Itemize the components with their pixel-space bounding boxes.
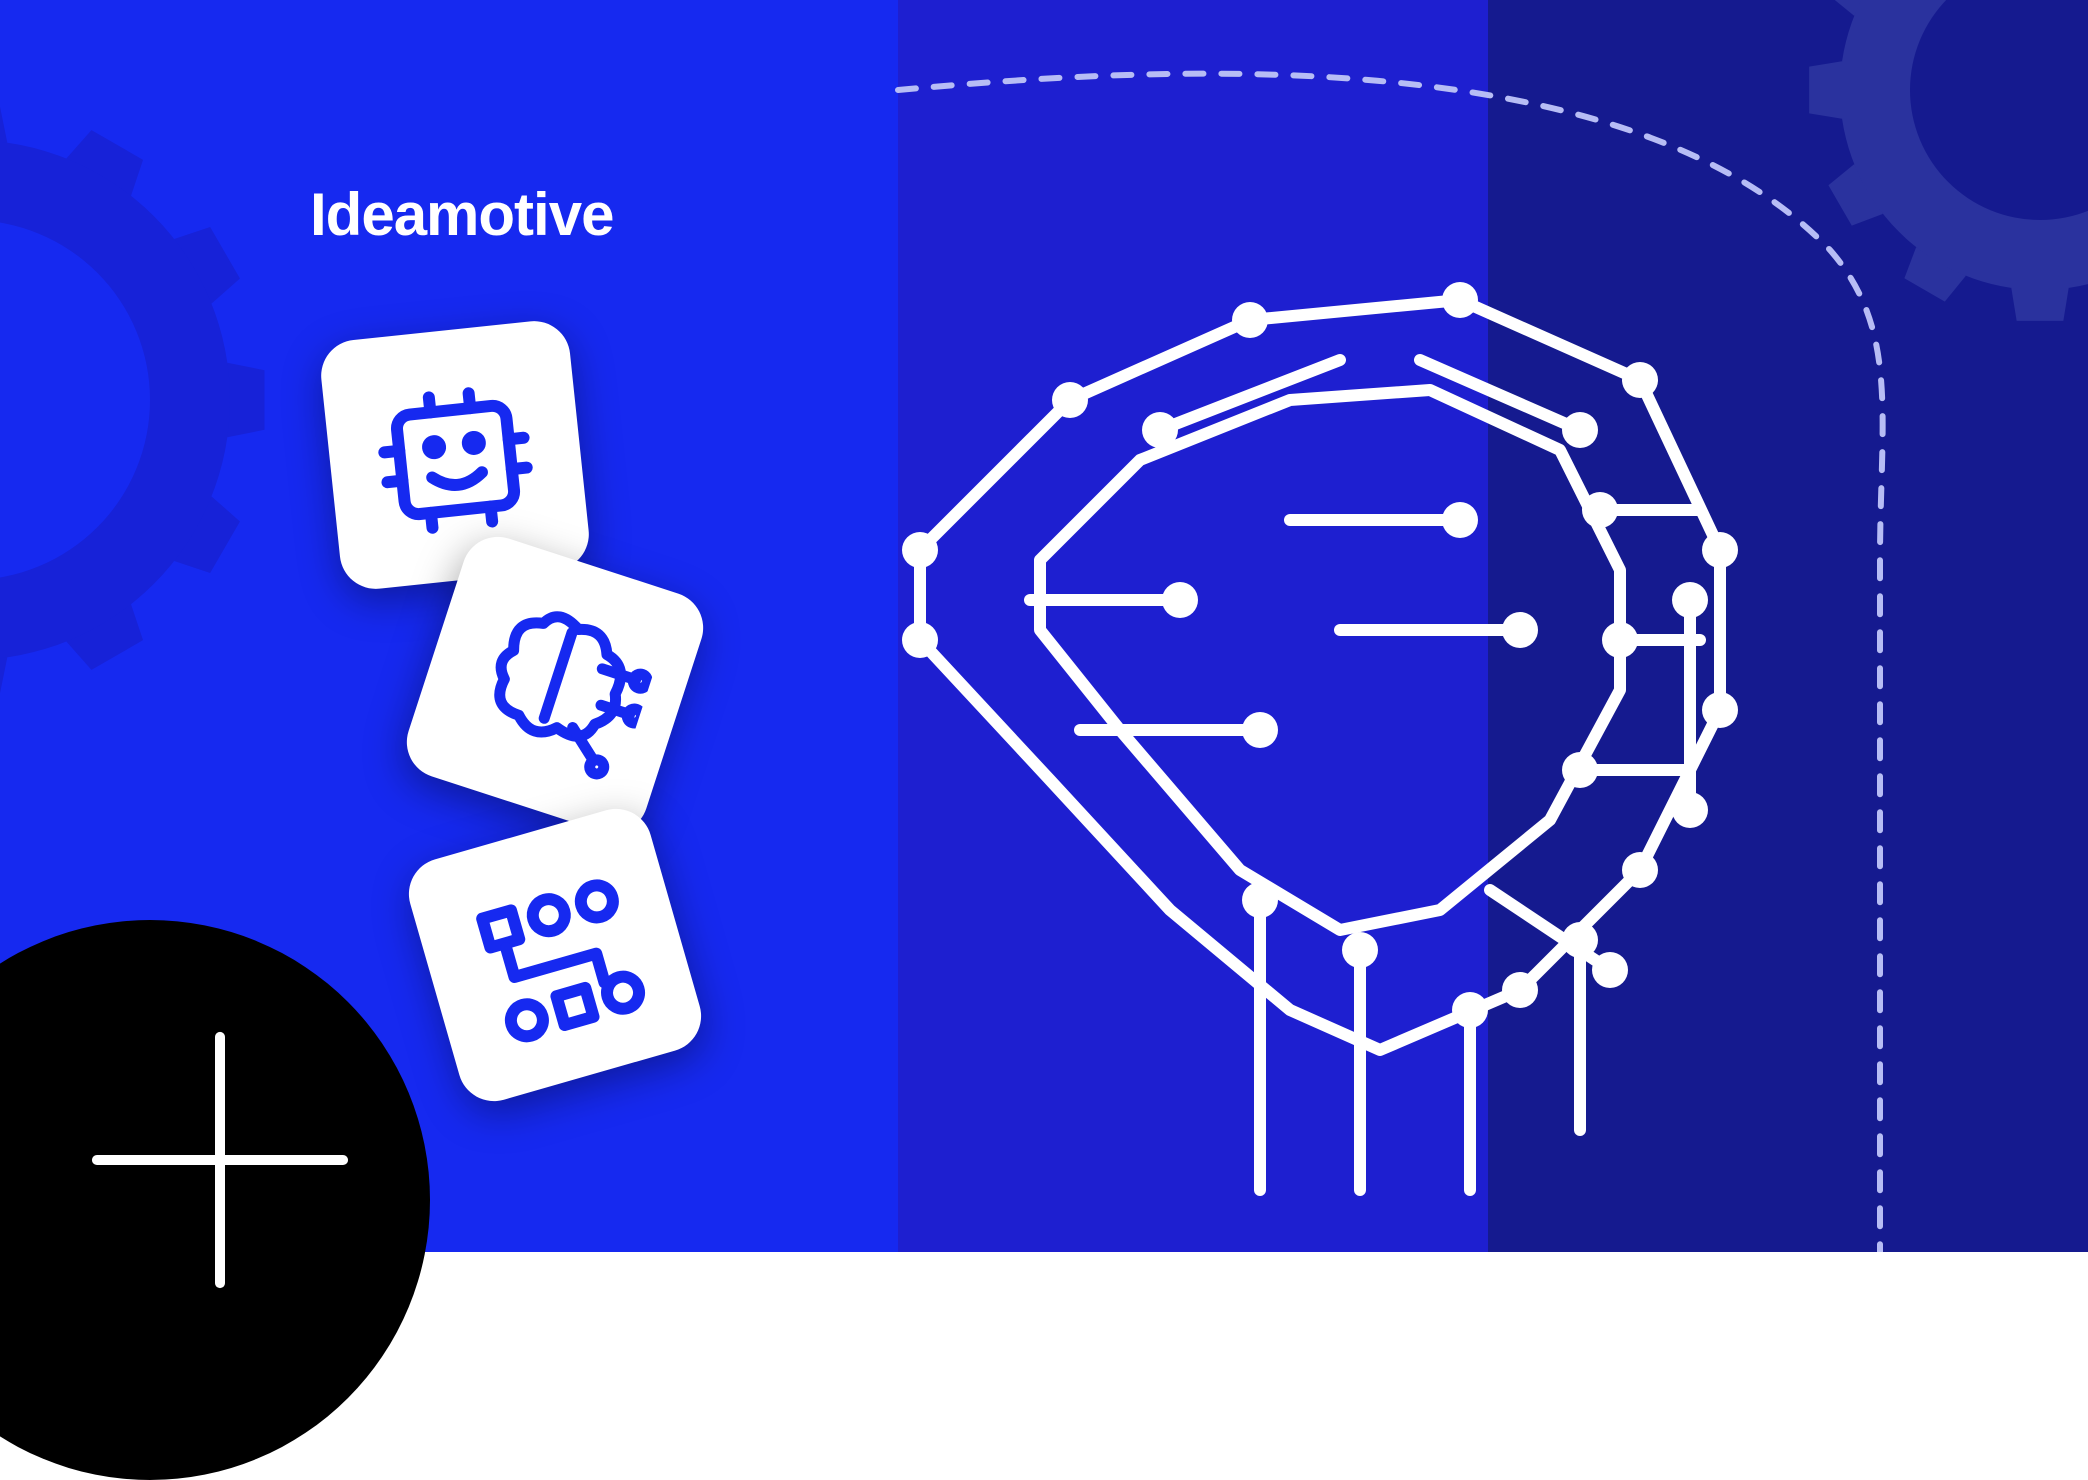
brand-logo: Ideamotive <box>310 180 613 249</box>
robot-face-icon <box>356 356 554 554</box>
brain-chip-icon <box>442 572 669 799</box>
brain-circuit-icon <box>820 170 1820 1230</box>
robot-card <box>318 318 593 593</box>
plus-icon <box>40 980 400 1340</box>
add-button[interactable] <box>0 920 430 1480</box>
infographic-canvas: Ideamotive <box>0 0 2088 1252</box>
circuit-nodes-icon <box>444 844 667 1067</box>
